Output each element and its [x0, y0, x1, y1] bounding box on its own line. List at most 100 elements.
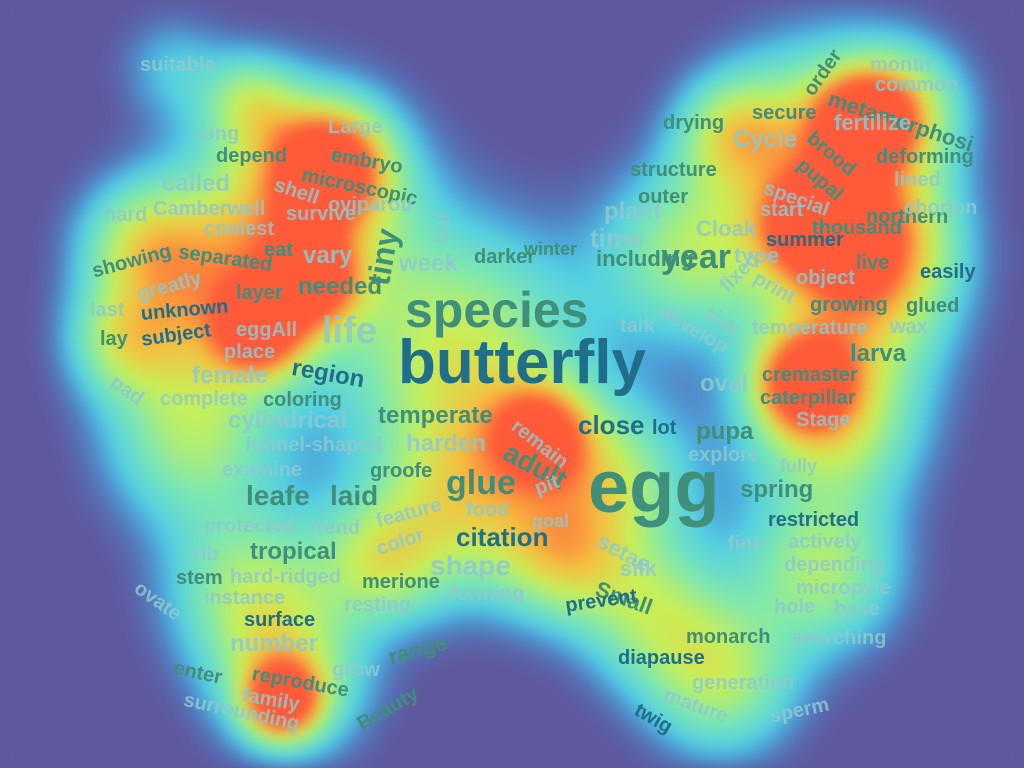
word-merione: merione [362, 571, 440, 593]
word-pupa: pupa [696, 418, 754, 445]
word-pad: pad [105, 371, 148, 410]
word-thousand: thousand [812, 217, 902, 239]
word-easily: easily [920, 261, 976, 283]
word-including: including [596, 246, 694, 271]
word-depending: depending [784, 554, 886, 576]
word-camberwell: Camberwell [153, 198, 266, 220]
word-protected: protected [204, 515, 296, 537]
word-larva: larva [850, 340, 907, 367]
word-actively: actively [788, 531, 862, 553]
word-deforming: deforming [876, 146, 974, 168]
word-sperm: sperm [767, 693, 832, 728]
word-micropyle: micropyle [796, 577, 891, 599]
word-trend: trend [310, 517, 360, 539]
word-vary: vary [303, 242, 353, 269]
word-enter: enter [171, 657, 225, 689]
word-survive: survive [286, 203, 357, 225]
word-talk: talk [620, 315, 655, 337]
word-instance: instance [204, 587, 286, 609]
word-print: print [749, 267, 799, 309]
word-beauty: Beauty [353, 682, 423, 736]
word-common: common [875, 74, 959, 96]
word-outer: outer [638, 186, 688, 208]
word-temperature: temperature [752, 317, 868, 339]
word-hole: hole [774, 596, 816, 618]
word-cremaster: cremaster [762, 364, 858, 386]
word-time: time [590, 223, 644, 253]
word-place: place [224, 341, 276, 363]
word-butterfly: butterfly [398, 328, 646, 397]
word-feature: feature [373, 493, 444, 533]
word-leafe: leafe [246, 480, 310, 511]
word-structure: structure [630, 159, 717, 181]
word-diapause: diapause [618, 647, 705, 669]
word-species: species [405, 282, 589, 338]
word-region: region [289, 354, 367, 394]
word-cycle: Cycle [733, 126, 798, 153]
word-monarch: monarch [686, 626, 771, 648]
word-funnel-shaped: funnel-shaped [245, 434, 382, 456]
word-fine: fine [728, 533, 764, 555]
word-start: start [760, 199, 804, 221]
word-searching: searching [792, 627, 887, 649]
word-temperate: temperate [378, 402, 493, 429]
word-subject: subject [139, 319, 213, 351]
word-generation: generation [692, 672, 795, 694]
word-stem: stem [176, 567, 223, 589]
word-shape: shape [430, 550, 511, 581]
word-explore: explore [688, 444, 760, 466]
word-drying: drying [663, 112, 725, 134]
word-eat: eat [264, 239, 293, 261]
word-coloring: coloring [263, 389, 342, 411]
word-hard-ridged: hard-ridged [230, 566, 342, 588]
word-object: object [796, 267, 855, 289]
word-spring: spring [740, 476, 814, 503]
word-surface: surface [244, 609, 316, 631]
word-stage: Stage [796, 409, 851, 431]
word-oviparou: oviparou [328, 194, 413, 216]
word-called: called [162, 170, 231, 197]
word-year: year [661, 238, 731, 276]
word-winter: winter [524, 239, 578, 259]
word-rib: rib [193, 543, 219, 565]
word-week: week [399, 250, 458, 277]
word-tropical: tropical [250, 538, 337, 565]
word-summer: summer [766, 229, 844, 251]
word-lay: lay [100, 328, 128, 350]
word-grow: grow [332, 659, 380, 681]
word-cylindrical: cylindrical [228, 407, 347, 434]
word-complete: complete [160, 388, 248, 410]
word-darker: darker [474, 246, 536, 268]
word-oval: oval [700, 370, 749, 397]
word-cloak: Cloak [696, 216, 756, 241]
word-life: life [322, 310, 377, 352]
word-lined: lined [894, 169, 941, 191]
word-range: range [385, 629, 450, 670]
word-eggall: eggAll [236, 319, 298, 341]
word-large: Large [328, 116, 383, 138]
word-food: food [466, 499, 510, 521]
word-glued: glued [906, 295, 960, 317]
word-hard: hard [104, 204, 148, 226]
word-growing: growing [810, 294, 888, 316]
word-restricted: restricted [768, 509, 860, 531]
word-secure: secure [752, 102, 817, 124]
word-egg: egg [588, 445, 720, 528]
word-depend: depend [216, 145, 288, 167]
word-examine: examine [222, 459, 303, 481]
word-showing: showing [89, 240, 174, 283]
word-chorion: chorion [904, 197, 978, 219]
word-glue: glue [446, 464, 516, 502]
word-leaf: leaf [429, 211, 455, 246]
word-number: number [230, 630, 319, 657]
word-female: female [192, 362, 269, 389]
word-coolest: coolest [204, 218, 275, 240]
word-suitable: suitable [140, 54, 216, 76]
word-type: type [734, 243, 780, 268]
word-resting: resting [344, 594, 411, 616]
word-harden: harden [406, 430, 487, 457]
word-plant: plant [604, 198, 662, 225]
word-citation: citation [456, 522, 549, 552]
word-base: base [834, 598, 880, 620]
